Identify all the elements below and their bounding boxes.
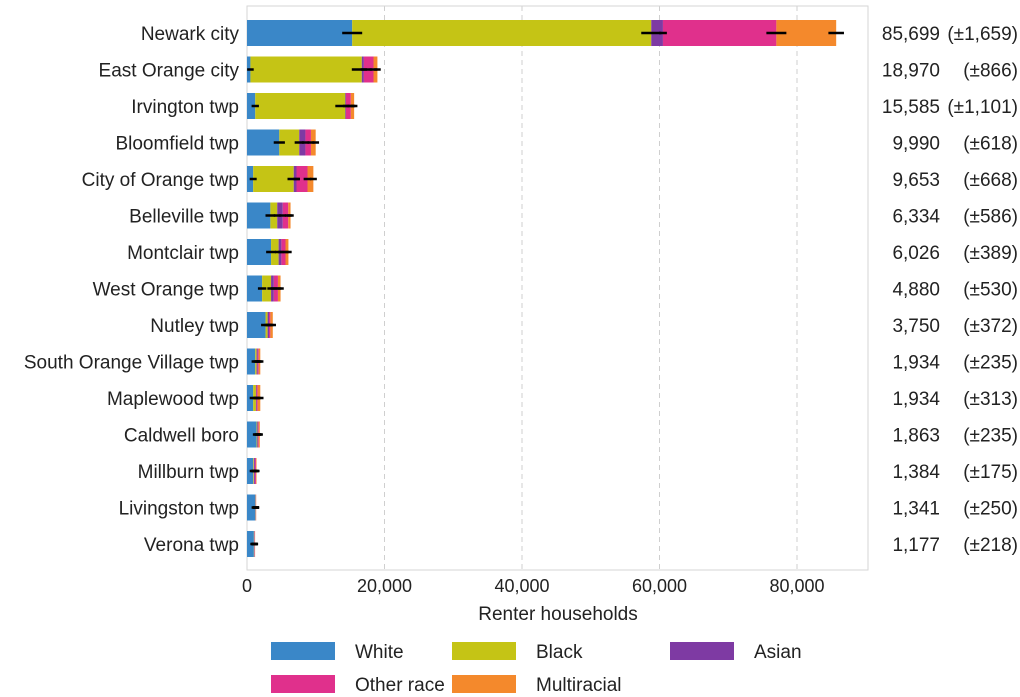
total-value-label: 6,334 (892, 207, 940, 228)
legend-label: Asian (754, 642, 802, 663)
category-label: Belleville twp (129, 207, 239, 228)
moe-label: (±372) (963, 316, 1018, 337)
bars (247, 20, 837, 557)
bar-segment-white (247, 494, 256, 521)
total-value-label: 1,341 (892, 499, 940, 520)
x-axis-title: Renter households (478, 604, 638, 625)
moe-label: (±389) (963, 243, 1018, 264)
bar-segment-white (247, 275, 263, 302)
bar-segment-black (262, 275, 272, 302)
moe-label: (±618) (963, 134, 1018, 155)
category-label: Bloomfield twp (115, 134, 239, 155)
total-value-label: 4,880 (892, 280, 940, 301)
total-value-label: 6,026 (892, 243, 940, 264)
error-bars (247, 31, 844, 546)
legend-swatch-multiracial (452, 675, 516, 693)
bar-segment-black (253, 166, 294, 192)
moe-label: (±235) (963, 426, 1018, 447)
category-label: South Orange Village twp (24, 353, 239, 374)
category-label: Millburn twp (138, 462, 239, 483)
total-value-label: 1,863 (892, 426, 940, 447)
total-value-label: 9,653 (892, 170, 940, 191)
plot-area-frame (246, 5, 869, 571)
category-label: Livingston twp (119, 499, 239, 520)
bar-segment-white (247, 348, 256, 375)
x-tick-label: 20,000 (357, 576, 412, 596)
total-value-label: 18,970 (882, 61, 940, 82)
bar-segment-white (247, 421, 257, 448)
moe-label: (±250) (963, 499, 1018, 520)
bar-segment-black (279, 129, 300, 156)
total-value-label: 1,934 (892, 353, 940, 374)
category-labels: Newark city East Orange city Irvington twp… (24, 24, 240, 556)
total-value-label: 3,750 (892, 316, 940, 337)
category-label: Verona twp (144, 535, 239, 556)
bar-segment-white (247, 93, 256, 119)
legend-label: Other race (355, 675, 445, 696)
total-value-label: 1,177 (892, 535, 940, 556)
legend-label: White (355, 642, 404, 663)
bar-segment-black (255, 93, 346, 119)
x-tick-label: 40,000 (494, 576, 549, 596)
category-label: Nutley twp (150, 316, 239, 337)
legend-label: Multiracial (536, 675, 622, 696)
category-label: Caldwell boro (124, 426, 239, 447)
legend-swatch-other-race (271, 675, 335, 693)
category-label: Newark city (141, 24, 240, 45)
moe-label: (±1,659) (947, 24, 1018, 45)
category-label: City of Orange twp (82, 170, 239, 191)
legend-swatch-white (271, 642, 335, 660)
moe-label: (±218) (963, 535, 1018, 556)
category-label: West Orange twp (93, 280, 239, 301)
bar-segment-black (250, 56, 362, 83)
total-value-label: 1,384 (892, 462, 940, 483)
legend: White Black Asian Other race Multiracial (271, 642, 802, 696)
bar-segment-white (247, 202, 271, 229)
category-label: East Orange city (99, 61, 240, 82)
total-value-label: 85,699 (882, 24, 940, 45)
total-value-label: 9,990 (892, 134, 940, 155)
legend-swatch-black (452, 642, 516, 660)
moe-label: (±235) (963, 353, 1018, 374)
bar-segment-white (247, 312, 266, 338)
bar-segment-other-race (296, 166, 308, 192)
moe-label: (±175) (963, 462, 1018, 483)
moe-label: (±530) (963, 280, 1018, 301)
moe-label: (±1,101) (947, 97, 1018, 118)
total-value-label: 15,585 (882, 97, 940, 118)
total-labels: 85,699 (±1,659) 18,970 (±866) 15,585 (±1,101)… (882, 24, 1018, 556)
moe-label: (±313) (963, 389, 1018, 410)
x-tick-label: 0 (242, 576, 252, 596)
total-value-label: 1,934 (892, 389, 940, 410)
moe-label: (±668) (963, 170, 1018, 191)
category-label: Montclair twp (127, 243, 239, 264)
grid-lines (384, 6, 798, 570)
legend-label: Black (536, 642, 583, 663)
legend-swatch-asian (670, 642, 734, 660)
bar-segment-other-race (662, 20, 777, 46)
moe-label: (±586) (963, 207, 1018, 228)
x-tick-label: 80,000 (769, 576, 824, 596)
bar-segment-black (352, 20, 652, 46)
category-label: Irvington twp (131, 97, 239, 118)
category-label: Maplewood twp (107, 389, 239, 410)
x-tick-label: 60,000 (632, 576, 687, 596)
bar-segment-white (247, 20, 353, 46)
x-axis-ticks: 0 20,000 40,000 60,000 80,000 (242, 576, 825, 596)
moe-label: (±866) (963, 61, 1018, 82)
